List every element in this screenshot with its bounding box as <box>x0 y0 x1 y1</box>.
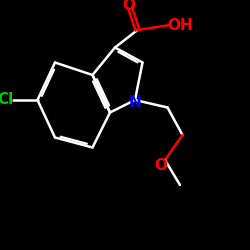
Text: N: N <box>128 95 141 110</box>
Text: Cl: Cl <box>0 92 13 108</box>
Text: O: O <box>122 0 135 12</box>
Text: O: O <box>155 158 168 172</box>
Text: OH: OH <box>167 18 193 32</box>
